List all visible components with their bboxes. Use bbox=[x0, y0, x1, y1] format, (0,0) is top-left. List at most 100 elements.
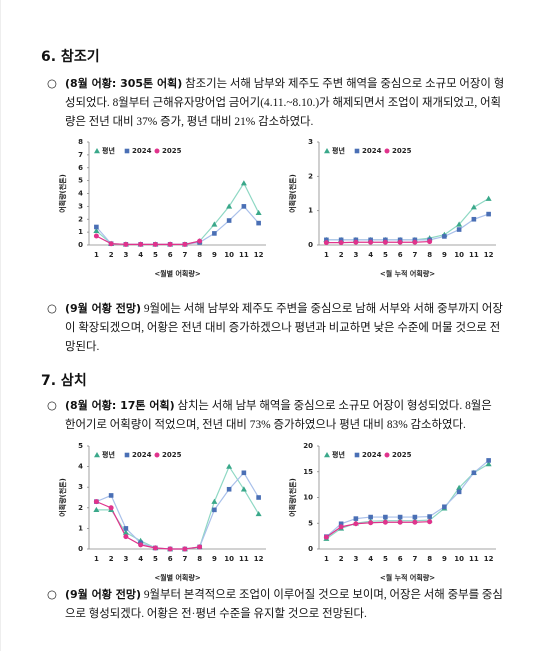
point bbox=[138, 241, 144, 247]
y-tick-label: 2 bbox=[78, 504, 83, 512]
series-line bbox=[326, 198, 489, 241]
point bbox=[471, 216, 477, 222]
x-tick-label: 9 bbox=[212, 555, 217, 563]
x-tick-label: 10 bbox=[224, 251, 234, 259]
y-tick-label: 8 bbox=[78, 138, 83, 146]
legend-marker bbox=[384, 452, 390, 458]
x-tick-label: 1 bbox=[94, 251, 99, 259]
y-tick-label: 0 bbox=[78, 241, 83, 249]
legend-marker bbox=[354, 452, 360, 458]
point bbox=[241, 204, 247, 209]
x-tick-label: 6 bbox=[398, 251, 403, 259]
point bbox=[456, 484, 463, 490]
point bbox=[255, 209, 262, 216]
x-tick-label: 8 bbox=[197, 555, 202, 563]
x-tick-label: 8 bbox=[427, 251, 432, 259]
x-tick-label: 11 bbox=[239, 555, 249, 563]
legend-label: 2025 bbox=[392, 147, 412, 155]
x-tick-label: 3 bbox=[353, 555, 358, 563]
text: 9월부터 본격적으로 조업이 이루어질 것으로 보이며, 어장은 서해 중부를 … bbox=[65, 589, 503, 620]
series-line bbox=[95, 205, 260, 245]
legend-marker bbox=[324, 452, 330, 458]
lead: (8월 어황: 17톤 어획) bbox=[65, 399, 175, 412]
point bbox=[212, 231, 217, 236]
x-axis-label: <월별 어획량> bbox=[154, 573, 201, 582]
y-axis-label: 어획량(천톤) bbox=[288, 478, 297, 517]
point bbox=[108, 493, 114, 498]
x-tick-label: 4 bbox=[368, 555, 373, 563]
point bbox=[412, 514, 418, 520]
x-tick-label: 6 bbox=[168, 251, 173, 259]
point bbox=[226, 486, 232, 492]
x-tick-label: 12 bbox=[254, 251, 264, 259]
x-tick-label: 10 bbox=[224, 555, 234, 563]
lead: (9월 어황 전망) bbox=[65, 302, 141, 315]
point bbox=[323, 534, 329, 540]
legend-marker bbox=[324, 148, 330, 154]
point bbox=[353, 521, 359, 527]
y-tick-label: 2 bbox=[308, 172, 313, 180]
legend-marker bbox=[124, 148, 130, 154]
point bbox=[182, 546, 188, 552]
point bbox=[138, 542, 144, 548]
point bbox=[93, 499, 99, 505]
x-tick-label: 12 bbox=[254, 555, 264, 563]
y-tick-label: 0 bbox=[308, 241, 313, 249]
point bbox=[152, 545, 158, 551]
point bbox=[323, 240, 329, 246]
point bbox=[255, 510, 262, 517]
y-tick-label: 3 bbox=[308, 138, 313, 146]
bullet: ○ bbox=[47, 301, 57, 315]
x-tick-label: 5 bbox=[383, 555, 388, 563]
point bbox=[485, 195, 492, 201]
x-tick-label: 5 bbox=[383, 251, 388, 259]
paragraph: ○ (8월 어황: 17톤 어획) 삼치는 서해 남부 해역을 중심으로 소규모 … bbox=[45, 396, 505, 435]
lead: (9월 어황 전망) bbox=[65, 588, 141, 601]
paragraph: ○ (9월 어황 전망) 9월부터 본격적으로 조업이 이루어질 것으로 보이며,… bbox=[45, 585, 505, 624]
section-heading: 6. 참조기 bbox=[41, 49, 100, 65]
x-tick-label: 1 bbox=[94, 555, 99, 563]
point bbox=[212, 507, 217, 513]
point bbox=[211, 498, 218, 504]
x-tick-label: 8 bbox=[197, 251, 202, 259]
legend-label: 2025 bbox=[392, 451, 412, 459]
point bbox=[368, 514, 373, 520]
x-tick-label: 6 bbox=[398, 555, 403, 563]
point bbox=[397, 514, 403, 520]
point bbox=[397, 239, 403, 245]
point bbox=[382, 239, 388, 245]
text: 참조기는 서해 남부와 제주도 주변 해역을 중심으로 소규모 어장이 형성되었… bbox=[65, 78, 505, 128]
point bbox=[397, 519, 403, 525]
legend-label: 2025 bbox=[162, 147, 182, 155]
point bbox=[152, 241, 158, 247]
point bbox=[485, 461, 492, 467]
point bbox=[240, 486, 247, 492]
y-tick-label: 5 bbox=[78, 177, 83, 185]
y-tick-label: 5 bbox=[78, 442, 83, 450]
legend-label: 2024 bbox=[362, 451, 382, 459]
x-tick-label: 12 bbox=[484, 251, 494, 259]
y-tick-label: 15 bbox=[303, 468, 313, 476]
series-line bbox=[326, 463, 489, 540]
point bbox=[383, 514, 388, 520]
point bbox=[471, 470, 477, 476]
legend-marker bbox=[94, 452, 100, 458]
y-tick-label: 20 bbox=[303, 442, 313, 450]
x-tick-label: 10 bbox=[454, 555, 464, 563]
legend-label: 2024 bbox=[132, 147, 152, 155]
point bbox=[93, 506, 100, 513]
x-tick-label: 3 bbox=[123, 555, 128, 563]
x-tick-label: 7 bbox=[182, 555, 187, 563]
legend-marker bbox=[354, 148, 360, 154]
point bbox=[338, 521, 344, 527]
point bbox=[123, 534, 129, 540]
series-line bbox=[325, 459, 490, 538]
y-tick-label: 3 bbox=[78, 483, 83, 491]
point bbox=[241, 470, 247, 476]
y-axis-label: 어획량(천톤) bbox=[58, 174, 67, 213]
point bbox=[122, 529, 129, 535]
point bbox=[470, 204, 477, 210]
x-tick-label: 1 bbox=[324, 555, 329, 563]
